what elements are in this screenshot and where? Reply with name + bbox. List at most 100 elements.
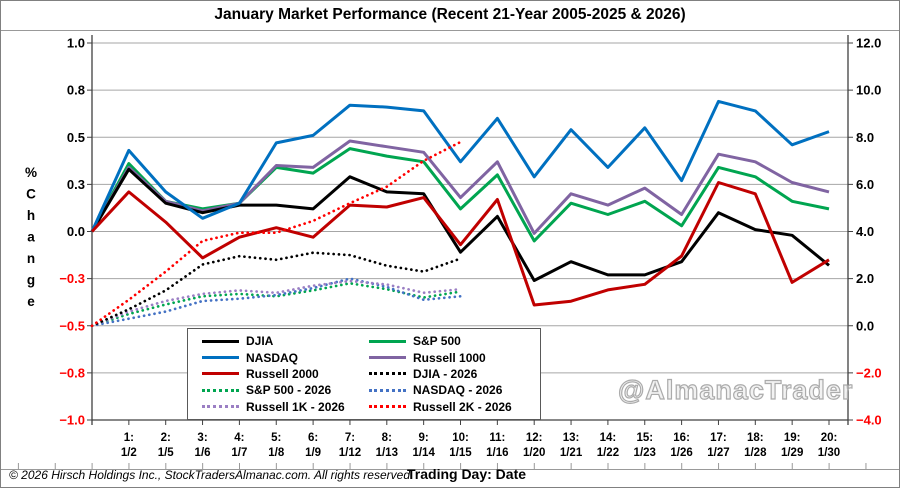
series-line-nasdaq	[90, 99, 830, 233]
legend: DJIA NASDAQ Russell 2000 S&P 500 - 2026 Russ…	[187, 328, 541, 420]
legend-sample-dotted	[202, 405, 239, 409]
legend-item: NASDAQ	[202, 349, 369, 365]
legend-label: S&P 500 - 2026	[246, 383, 332, 398]
x-tick-day-label: 12:	[526, 432, 543, 444]
x-tick-date-label: 1/5	[158, 447, 175, 459]
x-tick-day-label: 20:	[821, 432, 838, 444]
x-tick-date-label: 1/29	[781, 447, 803, 459]
legend-sample-solid	[202, 356, 239, 360]
left-axis-title-letter: n	[27, 251, 35, 266]
x-tick-day-label: 9:	[419, 432, 429, 444]
x-tick-day-label: 4:	[234, 432, 244, 444]
legend-label: Russell 2000	[246, 366, 319, 381]
right-axis-label: 12.0	[856, 36, 881, 51]
series-line-nasdaq-2026	[90, 277, 462, 328]
left-axis-title-letter: a	[27, 230, 35, 245]
series-line-djia-2026	[90, 251, 462, 328]
legend-item: Russell 2000	[202, 366, 369, 382]
left-axis-label: 0.8	[67, 83, 85, 98]
x-tick-date-label: 1/21	[560, 447, 583, 459]
legend-label: DJIA - 2026	[413, 366, 478, 381]
legend-sample-dotted	[369, 372, 406, 376]
x-tick-date-label: 1/23	[634, 447, 656, 459]
right-axis-label: −4.0	[856, 413, 882, 428]
series-line-russell-1k-2026	[90, 279, 462, 328]
x-tick-day-label: 7:	[345, 432, 355, 444]
x-tick-day-label: 3:	[197, 432, 207, 444]
series-line-russell-1000	[90, 139, 830, 235]
x-tick-day-label: 16:	[673, 432, 690, 444]
x-tick-date-label: 1/15	[449, 447, 472, 459]
left-axis-label: −0.5	[59, 318, 85, 333]
x-tick-day-label: 11:	[489, 432, 505, 444]
x-tick-date-label: 1/8	[268, 447, 285, 459]
x-tick-date-label: 1/20	[523, 447, 545, 459]
x-tick-day-label: 19:	[784, 432, 801, 444]
x-tick-day-label: 6:	[308, 432, 318, 444]
x-tick-day-label: 14:	[600, 432, 617, 444]
right-axis-label: 10.0	[856, 83, 881, 98]
left-axis-label: −1.0	[59, 413, 85, 428]
legend-sample-solid	[202, 372, 239, 376]
right-axis-label: 0.0	[856, 318, 874, 333]
legend-label: Russell 1000	[413, 350, 486, 365]
legend-label: S&P 500	[413, 334, 461, 349]
x-tick-date-label: 1/16	[486, 447, 508, 459]
right-axis-label: 4.0	[856, 224, 874, 239]
legend-label: NASDAQ	[246, 350, 299, 365]
legend-sample-dotted	[369, 405, 406, 409]
x-tick-day-label: 1:	[124, 432, 134, 444]
x-tick-date-label: 1/22	[597, 447, 619, 459]
left-axis-title-letter: h	[27, 208, 35, 223]
copyright-text: © 2026 Hirsch Holdings Inc., StockTrader…	[9, 468, 414, 482]
x-tick-day-label: 18:	[747, 432, 764, 444]
x-tick-day-label: 13:	[563, 432, 580, 444]
legend-item: Russell 1K - 2026	[202, 399, 369, 415]
legend-sample-solid	[369, 339, 406, 343]
series-line-russell-2000	[90, 181, 830, 307]
x-tick-day-label: 2:	[161, 432, 171, 444]
legend-item: NASDAQ - 2026	[369, 382, 536, 398]
legend-sample-solid	[369, 356, 406, 360]
legend-item: Russell 1000	[369, 349, 536, 365]
left-axis-title-letter: %	[25, 165, 37, 180]
left-axis-label: −0.8	[59, 365, 85, 380]
x-tick-date-label: 1/12	[339, 447, 361, 459]
x-tick-day-label: 15:	[636, 432, 653, 444]
x-tick-date-label: 1/2	[121, 447, 137, 459]
legend-sample-solid	[202, 339, 239, 343]
right-axis-label: 8.0	[856, 130, 874, 145]
left-axis-label: 0.0	[67, 224, 85, 239]
watermark: @AlmanacTrader	[617, 374, 854, 405]
legend-item: Russell 2K - 2026	[369, 399, 536, 415]
x-tick-day-label: 5:	[271, 432, 281, 444]
x-tick-date-label: 1/28	[744, 447, 767, 459]
x-tick-date-label: 1/30	[818, 447, 840, 459]
x-axis-title: Trading Day: Date	[407, 466, 527, 482]
left-axis-label: 0.3	[67, 177, 85, 192]
series-line-djia	[90, 167, 830, 282]
legend-label: DJIA	[246, 334, 274, 349]
x-tick-date-label: 1/14	[412, 447, 435, 459]
x-tick-day-label: 17:	[710, 432, 727, 444]
chart-title: January Market Performance (Recent 21-Ye…	[214, 6, 686, 23]
left-axis-title-letter: C	[26, 187, 36, 202]
right-axis-label: 6.0	[856, 177, 874, 192]
legend-label: Russell 2K - 2026	[413, 399, 512, 414]
x-tick-date-label: 1/9	[305, 447, 321, 459]
left-axis-title-letter: e	[27, 294, 35, 309]
x-tick-day-label: 10:	[452, 432, 469, 444]
right-axis-label: 2.0	[856, 271, 874, 286]
left-axis-label: 0.5	[67, 130, 85, 145]
legend-item: DJIA - 2026	[369, 366, 536, 382]
x-tick-day-label: 8:	[382, 432, 392, 444]
left-axis-label: −0.3	[59, 271, 85, 286]
left-axis-label: 1.0	[67, 36, 85, 51]
x-tick-date-label: 1/27	[707, 447, 729, 459]
legend-sample-dotted	[369, 388, 406, 392]
series-line-s-p-500-2026	[90, 281, 462, 328]
x-tick-date-label: 1/26	[670, 447, 692, 459]
legend-item: DJIA	[202, 333, 369, 349]
